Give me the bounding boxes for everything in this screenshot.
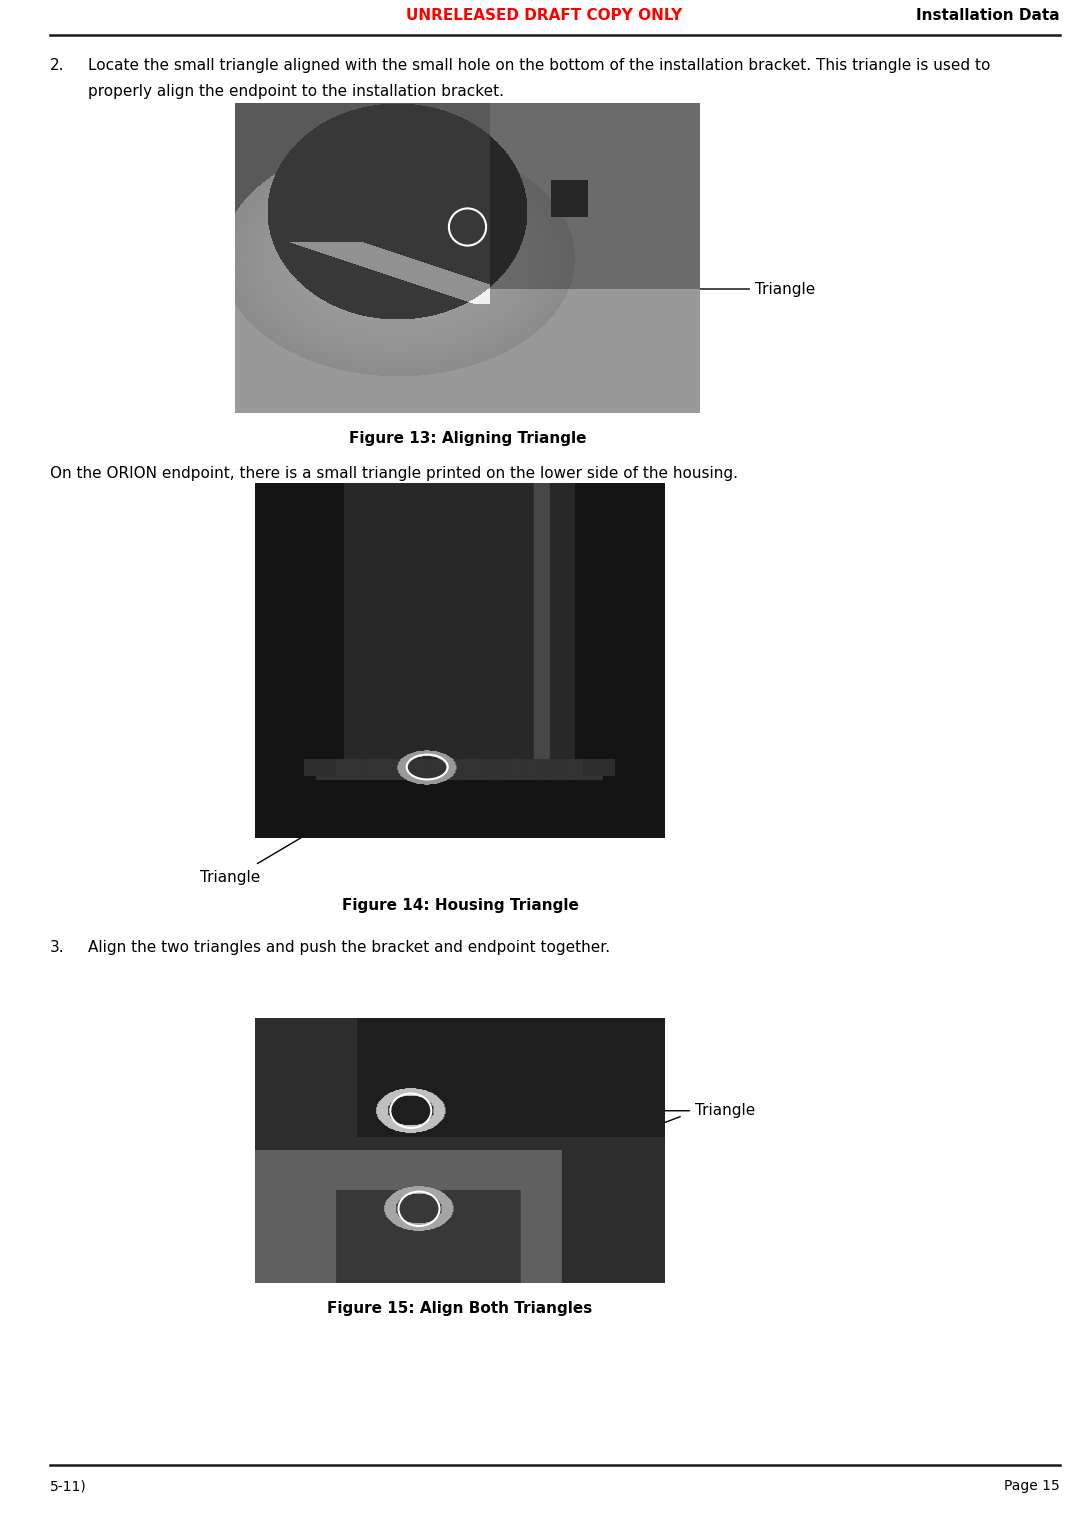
Text: Figure 13: Aligning Triangle: Figure 13: Aligning Triangle (348, 431, 586, 446)
Text: Installation Data: Installation Data (916, 8, 1060, 23)
Text: Locate the small triangle aligned with the small hole on the bottom of the insta: Locate the small triangle aligned with t… (88, 58, 990, 73)
Text: 3.: 3. (50, 940, 64, 955)
Text: Align the two triangles and push the bracket and endpoint together.: Align the two triangles and push the bra… (88, 940, 610, 955)
Text: UNRELEASED DRAFT COPY ONLY: UNRELEASED DRAFT COPY ONLY (406, 8, 683, 23)
Text: Figure 14: Housing Triangle: Figure 14: Housing Triangle (342, 899, 578, 912)
Text: Triangle: Triangle (433, 1103, 756, 1118)
Text: Page 15: Page 15 (1004, 1479, 1060, 1493)
Text: Triangle: Triangle (490, 282, 816, 297)
Text: Triangle: Triangle (200, 870, 260, 885)
Text: 2.: 2. (50, 58, 64, 73)
Text: 5-11): 5-11) (50, 1479, 87, 1493)
Text: properly align the endpoint to the installation bracket.: properly align the endpoint to the insta… (88, 84, 504, 99)
Text: Figure 15: Align Both Triangles: Figure 15: Align Both Triangles (328, 1301, 592, 1316)
Text: On the ORION endpoint, there is a small triangle printed on the lower side of th: On the ORION endpoint, there is a small … (50, 466, 738, 481)
